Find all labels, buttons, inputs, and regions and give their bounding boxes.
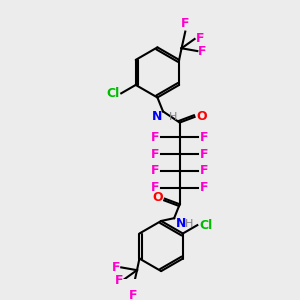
Text: F: F xyxy=(115,274,123,287)
Text: Cl: Cl xyxy=(106,87,119,100)
Text: F: F xyxy=(200,164,208,177)
Text: F: F xyxy=(196,32,204,45)
Text: F: F xyxy=(151,181,159,194)
Text: F: F xyxy=(151,148,159,160)
Text: O: O xyxy=(152,191,163,204)
Text: F: F xyxy=(198,45,207,58)
Text: F: F xyxy=(200,148,208,160)
Text: F: F xyxy=(200,131,208,144)
Text: F: F xyxy=(151,131,159,144)
Text: F: F xyxy=(181,17,190,30)
Text: H: H xyxy=(185,219,194,229)
Text: F: F xyxy=(129,289,137,300)
Text: H: H xyxy=(169,112,177,122)
Text: N: N xyxy=(152,110,162,124)
Text: F: F xyxy=(151,164,159,177)
Text: Cl: Cl xyxy=(199,219,212,232)
Text: O: O xyxy=(196,110,207,123)
Text: N: N xyxy=(176,217,186,230)
Text: F: F xyxy=(200,181,208,194)
Text: F: F xyxy=(112,261,120,274)
